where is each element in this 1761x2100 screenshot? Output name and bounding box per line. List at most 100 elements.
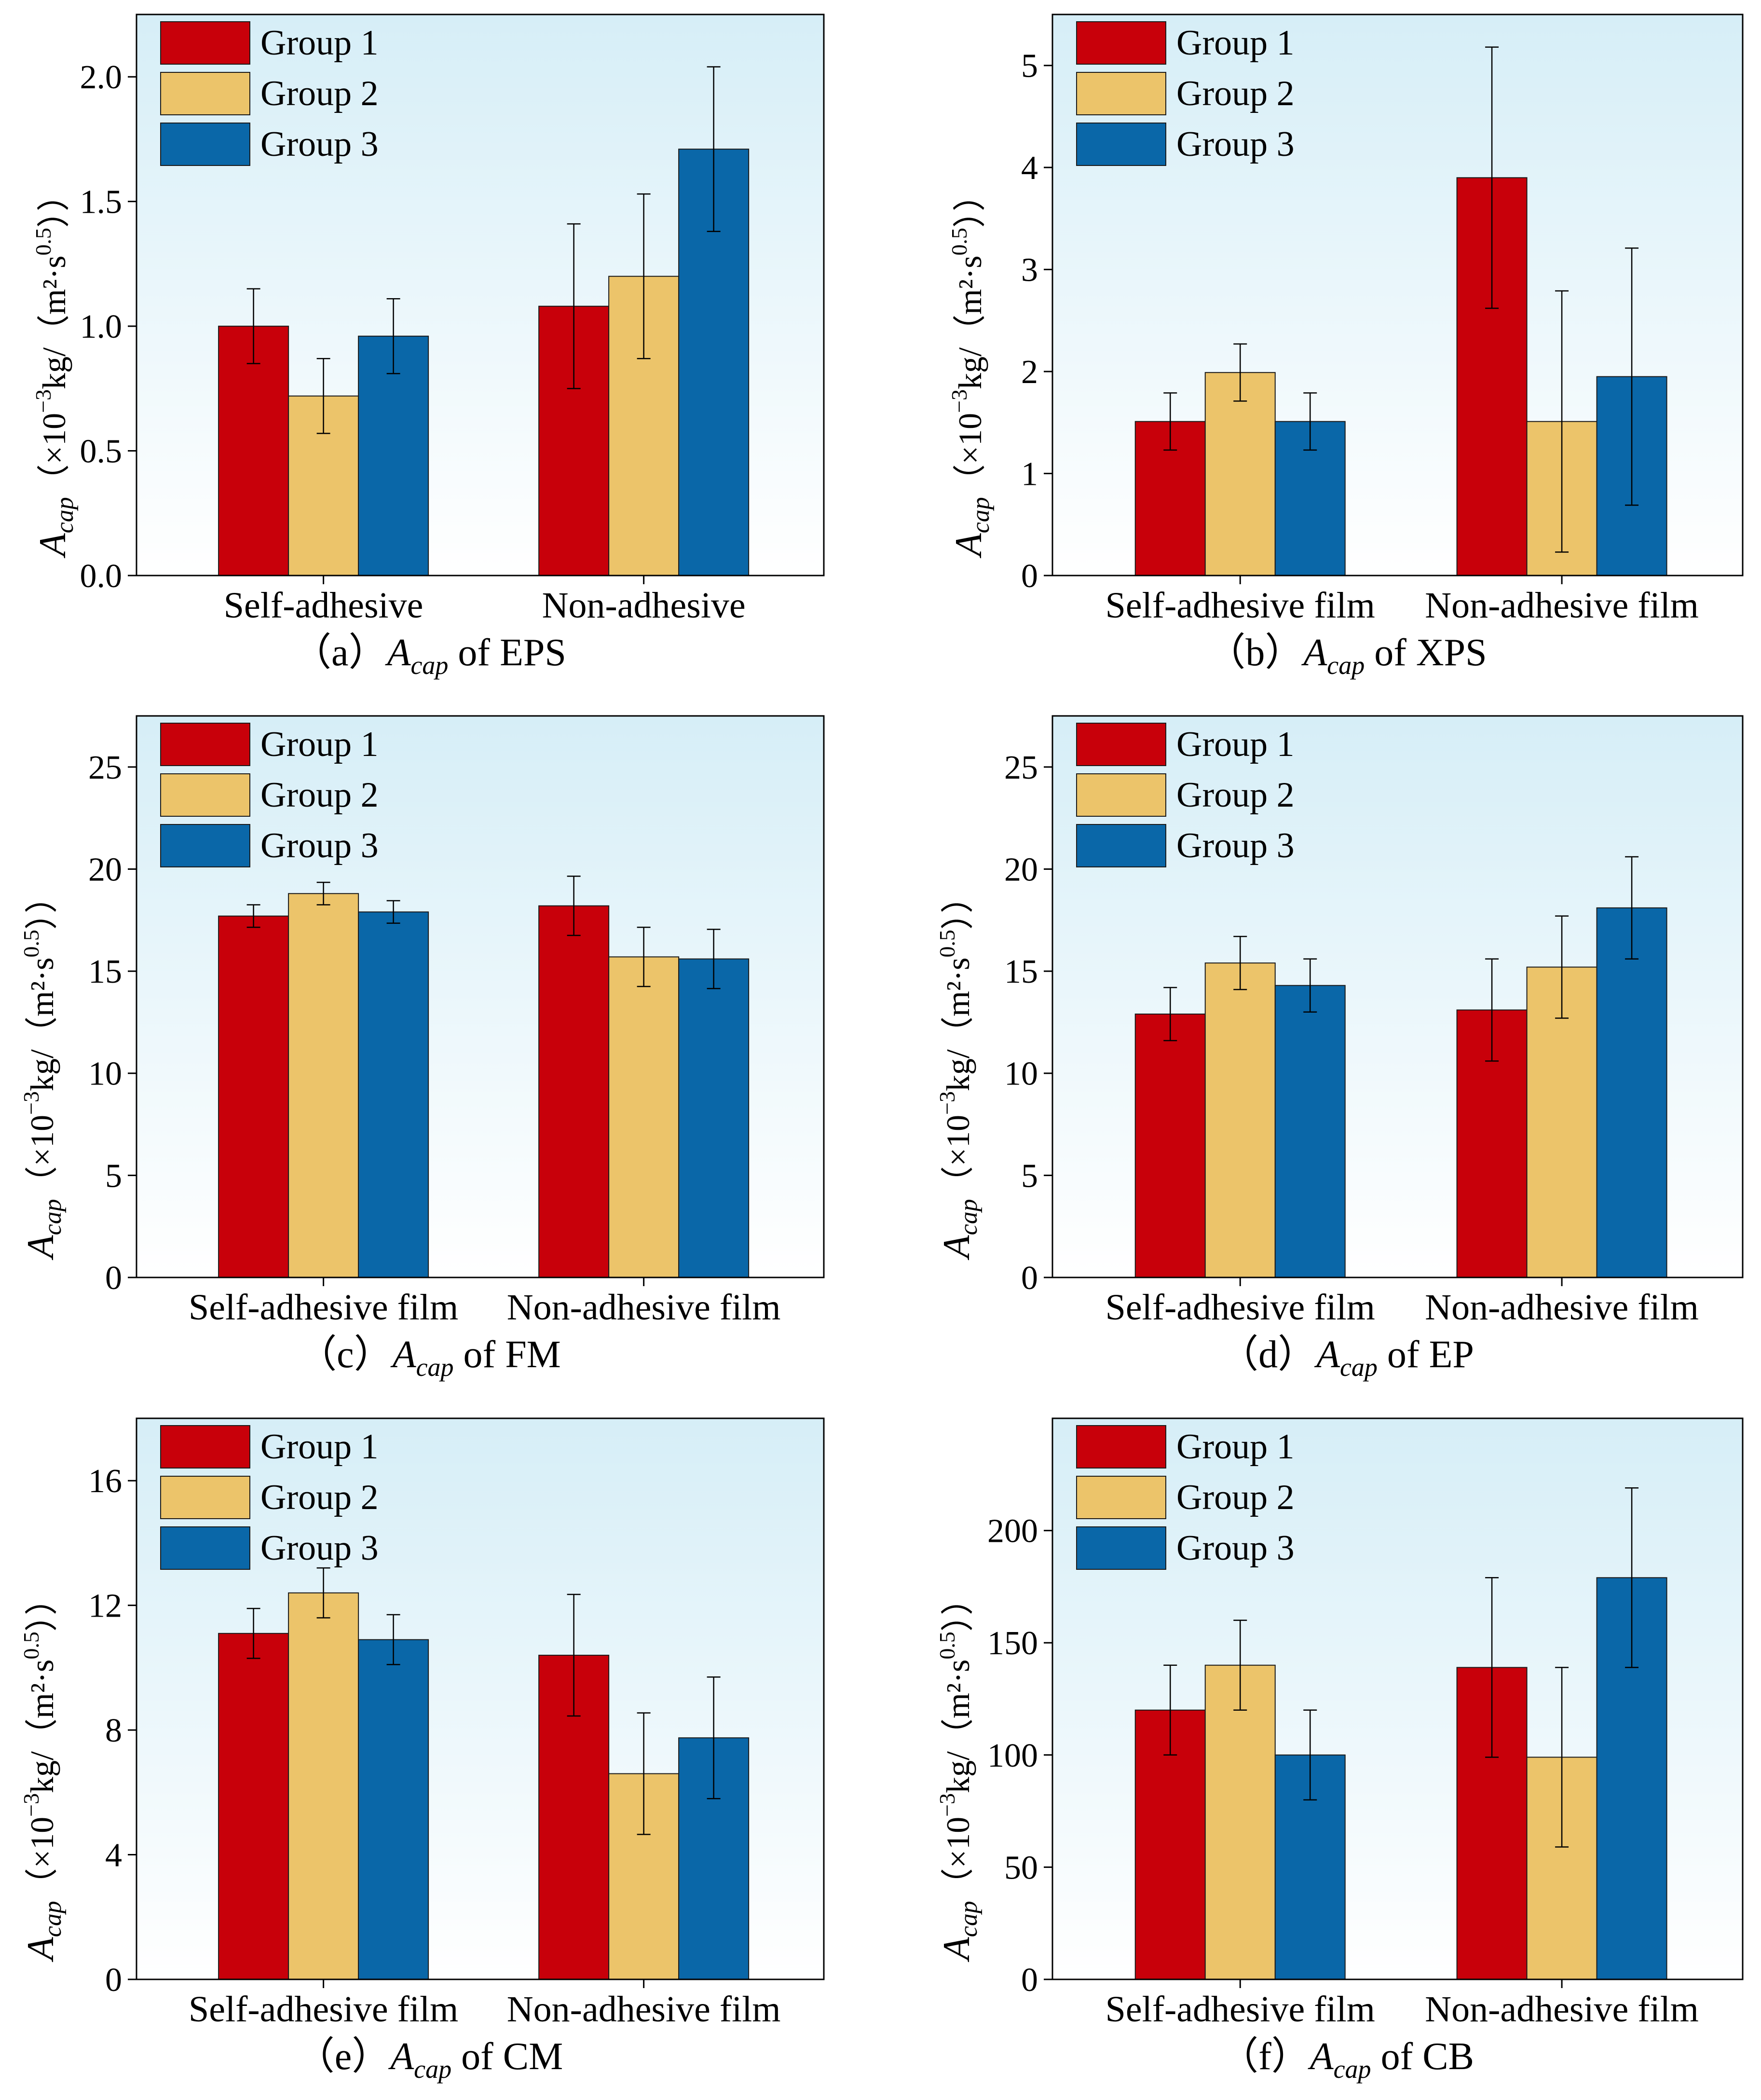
error-bar — [1555, 290, 1569, 553]
y-tick-label: 20 — [88, 851, 122, 888]
error-bar — [1303, 958, 1317, 1013]
legend-label: Group 1 — [1176, 725, 1295, 764]
y-tick-label: 0 — [1021, 1962, 1038, 1999]
x-tick-label: Non-adhesive film — [1425, 1287, 1699, 1328]
plot-frame — [1051, 14, 1744, 576]
legend-label: Group 1 — [260, 23, 379, 63]
y-axis-label: Acap（×10−3kg/（m²·s0.5）） — [935, 1582, 983, 1963]
legend-swatch — [1076, 72, 1166, 115]
legend: Group 1 Group 2 Group 3 — [160, 1425, 379, 1570]
chart-panel-e: 0 4 8 12 16 Self-adhesive film Non-adhesive fi… — [19, 1417, 825, 2084]
legend-swatch — [160, 21, 250, 65]
bar-group3-1 — [358, 911, 429, 1278]
legend-label: Group 2 — [1176, 74, 1295, 113]
y-tick-label: 20 — [1004, 851, 1038, 888]
legend-swatch — [1076, 723, 1166, 766]
legend-swatch — [160, 824, 250, 867]
legend-swatch — [1076, 824, 1166, 867]
error-bar — [1625, 1487, 1639, 1668]
bar-group2-2 — [608, 956, 680, 1278]
legend-swatch — [160, 1476, 250, 1519]
plot-frame — [1051, 715, 1744, 1278]
y-axis-label: Acap（×10−3kg/（m²·s0.5）） — [19, 880, 67, 1261]
chart-panel-a: 0.0 0.5 1.0 1.5 2.0 Self-adhesive Non-adhesive… — [31, 14, 825, 680]
legend-label: Group 1 — [1176, 1427, 1295, 1467]
bar-group1-1 — [1134, 1013, 1206, 1278]
y-tick-label: 2.0 — [80, 59, 123, 96]
error-bar — [1485, 1577, 1499, 1758]
y-tick-label: 100 — [987, 1737, 1038, 1774]
panel-caption: （c）Acap of FM — [298, 1333, 561, 1382]
y-tick-label: 4 — [1021, 150, 1038, 187]
error-bar — [1233, 935, 1247, 990]
error-bar — [316, 358, 330, 434]
x-tick-label: Self-adhesive film — [189, 1287, 458, 1328]
error-bar — [567, 876, 581, 936]
legend-label: Group 1 — [260, 1427, 379, 1467]
y-tick-label: 3 — [1021, 252, 1038, 289]
error-bar — [1485, 46, 1499, 309]
y-tick-label: 5 — [105, 1157, 122, 1194]
error-bar — [1233, 343, 1247, 402]
y-axis-label: Acap（×10−3kg/（m²·s0.5）） — [935, 880, 983, 1261]
error-bar — [1625, 856, 1639, 960]
legend-swatch — [1076, 1476, 1166, 1519]
y-tick-label: 200 — [987, 1513, 1038, 1550]
y-tick-label: 1 — [1021, 456, 1038, 493]
legend-label: Group 1 — [260, 725, 379, 764]
y-tick-label: 0.0 — [80, 558, 123, 595]
y-tick-label: 10 — [1004, 1056, 1038, 1093]
y-axis-label: Acap（×10−3kg/（m²·s0.5）） — [19, 1582, 67, 1963]
x-tick-label: Self-adhesive film — [1106, 1989, 1375, 2030]
x-tick-label: Non-adhesive film — [1425, 1989, 1699, 2030]
y-tick-label: 15 — [88, 953, 122, 990]
bar-group1-1 — [218, 326, 289, 576]
bar-group1-1 — [218, 1633, 289, 1980]
error-bar — [1163, 392, 1177, 451]
error-bar — [707, 1676, 721, 1799]
y-tick-label: 4 — [105, 1837, 122, 1874]
legend-label: Group 3 — [260, 1528, 379, 1568]
legend-label: Group 1 — [1176, 23, 1295, 63]
plot-frame — [136, 14, 825, 576]
legend-swatch — [160, 773, 250, 817]
bar-group2-1 — [1204, 1664, 1276, 1980]
error-bar — [1233, 1620, 1247, 1711]
bar-group3-2 — [678, 958, 750, 1278]
error-bar — [637, 1712, 651, 1835]
legend: Group 1 Group 2 Group 3 — [160, 723, 379, 867]
chart-panel-d: 0 5 10 15 20 25 Self-adhesive film Non-adhesive… — [935, 715, 1744, 1382]
y-tick-label: 25 — [1004, 749, 1038, 786]
legend-label: Group 3 — [1176, 826, 1295, 865]
y-tick-label: 15 — [1004, 953, 1038, 990]
error-bar — [246, 1607, 260, 1659]
legend-label: Group 3 — [1176, 1528, 1295, 1568]
bar-group3-1 — [358, 1639, 429, 1980]
y-tick-label: 0 — [105, 1260, 122, 1297]
bar-group2-1 — [1204, 372, 1276, 576]
error-bar — [1163, 987, 1177, 1042]
bar-group3-1 — [1274, 985, 1346, 1278]
error-bar — [637, 193, 651, 359]
bar-group1-1 — [218, 915, 289, 1278]
y-tick-label: 16 — [88, 1463, 122, 1500]
legend: Group 1 Group 2 Group 3 — [160, 21, 379, 166]
plot-frame — [1051, 1417, 1744, 1980]
legend-swatch — [160, 72, 250, 115]
y-tick-label: 0 — [1021, 1260, 1038, 1297]
error-bar — [386, 900, 400, 924]
legend-label: Group 2 — [1176, 775, 1295, 815]
error-bar — [1485, 958, 1499, 1062]
y-axis-label: Acap（×10−3kg/（m²·s0.5）） — [31, 178, 79, 559]
error-bar — [637, 926, 651, 988]
legend-label: Group 3 — [260, 124, 379, 164]
bar-group1-2 — [538, 905, 610, 1278]
y-tick-label: 5 — [1021, 48, 1038, 85]
error-bar — [707, 66, 721, 232]
y-tick-label: 0 — [1021, 558, 1038, 595]
panel-caption: （e）Acap of CM — [296, 2035, 563, 2084]
plot-frame — [136, 1417, 825, 1980]
x-tick-label: Non-adhesive film — [507, 1287, 781, 1328]
legend-label: Group 2 — [1176, 1478, 1295, 1517]
y-tick-label: 0.5 — [80, 433, 123, 470]
